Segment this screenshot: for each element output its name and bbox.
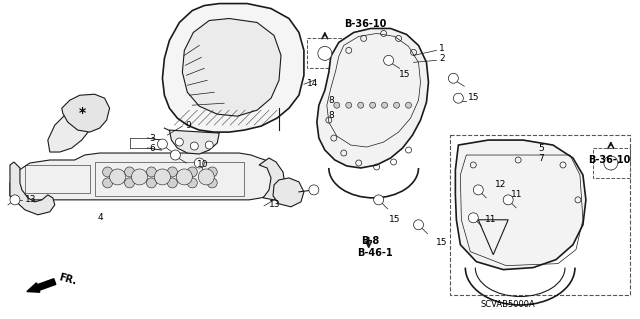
Circle shape — [383, 56, 394, 65]
Text: 13: 13 — [269, 200, 280, 209]
Circle shape — [394, 102, 399, 108]
Circle shape — [177, 169, 192, 185]
Circle shape — [125, 167, 134, 177]
Circle shape — [102, 178, 113, 188]
Circle shape — [190, 142, 198, 150]
Circle shape — [309, 185, 319, 195]
Circle shape — [188, 178, 197, 188]
Polygon shape — [259, 158, 285, 200]
Text: 14: 14 — [307, 79, 318, 88]
Text: 8: 8 — [329, 96, 335, 105]
Text: 15: 15 — [468, 93, 480, 102]
Polygon shape — [62, 94, 109, 132]
Polygon shape — [48, 110, 92, 152]
Circle shape — [413, 220, 424, 230]
Circle shape — [205, 141, 213, 149]
Text: 5: 5 — [538, 144, 544, 152]
Circle shape — [132, 169, 147, 185]
Text: 15: 15 — [388, 215, 400, 224]
Text: 11: 11 — [511, 190, 523, 199]
Text: 3: 3 — [150, 134, 156, 143]
Polygon shape — [163, 4, 304, 132]
Circle shape — [318, 46, 332, 60]
Text: 11: 11 — [485, 215, 497, 224]
Text: 13: 13 — [25, 195, 36, 204]
Text: 15: 15 — [436, 238, 448, 247]
Polygon shape — [456, 140, 586, 270]
Text: 12: 12 — [495, 181, 507, 189]
Circle shape — [168, 178, 177, 188]
Polygon shape — [170, 130, 220, 154]
Text: B-46-1: B-46-1 — [356, 248, 392, 258]
Circle shape — [374, 195, 383, 205]
Text: 10: 10 — [197, 160, 209, 169]
Polygon shape — [317, 28, 428, 168]
Circle shape — [195, 158, 204, 168]
Circle shape — [168, 167, 177, 177]
Circle shape — [207, 167, 217, 177]
Text: 6: 6 — [150, 144, 156, 152]
Circle shape — [503, 195, 513, 205]
Text: 2: 2 — [440, 54, 445, 63]
Polygon shape — [10, 162, 55, 215]
Circle shape — [207, 178, 217, 188]
Circle shape — [334, 102, 340, 108]
Circle shape — [170, 150, 180, 160]
Circle shape — [449, 73, 458, 83]
Circle shape — [198, 169, 214, 185]
Circle shape — [147, 178, 156, 188]
Text: 8: 8 — [329, 111, 335, 120]
Circle shape — [157, 139, 168, 149]
Circle shape — [346, 102, 352, 108]
Circle shape — [102, 167, 113, 177]
Circle shape — [147, 167, 156, 177]
Polygon shape — [273, 178, 304, 207]
Text: B-8: B-8 — [361, 236, 379, 246]
Circle shape — [453, 93, 463, 103]
Text: 4: 4 — [98, 213, 103, 222]
Polygon shape — [10, 153, 277, 200]
Circle shape — [406, 102, 412, 108]
Circle shape — [474, 185, 483, 195]
Circle shape — [381, 102, 388, 108]
Text: *: * — [79, 106, 86, 120]
Text: B-36-10: B-36-10 — [588, 155, 630, 165]
Polygon shape — [182, 19, 281, 116]
Circle shape — [154, 169, 170, 185]
Circle shape — [358, 102, 364, 108]
Text: 7: 7 — [538, 153, 544, 162]
Text: FR.: FR. — [58, 272, 78, 287]
Circle shape — [468, 213, 478, 223]
Text: 1: 1 — [440, 44, 445, 53]
Circle shape — [175, 138, 183, 146]
Text: SCVAB5000A: SCVAB5000A — [481, 300, 536, 309]
Circle shape — [604, 156, 618, 170]
Text: 15: 15 — [399, 70, 410, 79]
Text: B-36-10: B-36-10 — [344, 19, 386, 28]
Circle shape — [125, 178, 134, 188]
Circle shape — [109, 169, 125, 185]
Text: 9: 9 — [186, 121, 191, 130]
FancyArrow shape — [27, 279, 56, 292]
Circle shape — [10, 195, 20, 205]
Circle shape — [188, 167, 197, 177]
Circle shape — [370, 102, 376, 108]
